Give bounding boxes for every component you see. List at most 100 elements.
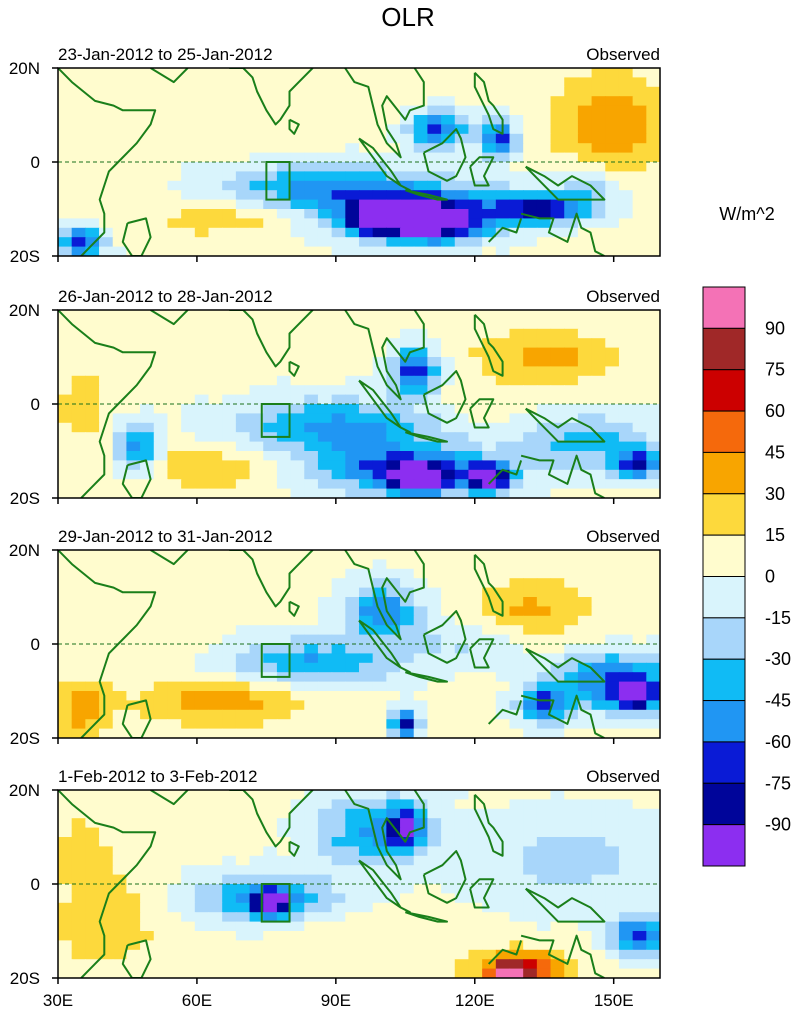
olr-cell [523, 404, 538, 414]
olr-cell [126, 413, 141, 424]
olr-cell [71, 968, 86, 978]
olr-cell [99, 808, 114, 819]
olr-cell [85, 662, 100, 673]
olr-cell [523, 808, 538, 819]
olr-cell [468, 818, 483, 829]
olr-cell [181, 709, 196, 720]
olr-cell [140, 615, 155, 626]
olr-cell [523, 77, 538, 88]
olr-cell [632, 606, 647, 617]
olr-cell [618, 180, 634, 191]
olr-cell [290, 653, 305, 664]
olr-cell [577, 568, 593, 579]
olr-cell [181, 968, 196, 978]
olr-cell [317, 366, 333, 377]
olr-cell [208, 328, 223, 339]
olr-cell [577, 855, 593, 866]
olr-cell [290, 691, 305, 701]
olr-cell [126, 432, 141, 443]
olr-cell [58, 310, 73, 320]
olr-cell [386, 404, 401, 414]
olr-cell [153, 912, 169, 923]
olr-cell [468, 143, 483, 154]
olr-cell [427, 246, 442, 256]
olr-cell [482, 385, 497, 396]
olr-cell [112, 587, 128, 598]
olr-cell [85, 199, 100, 210]
olr-cell [331, 479, 346, 490]
olr-cell [276, 451, 292, 461]
olr-cell [276, 634, 292, 645]
olr-cell [359, 162, 374, 172]
olr-cell [591, 625, 606, 636]
olr-cell [317, 124, 333, 135]
olr-cell [536, 597, 552, 607]
olr-cell [317, 310, 333, 320]
olr-cell [441, 808, 456, 819]
olr-cell [536, 921, 552, 932]
olr-cell [194, 865, 210, 876]
olr-cell [400, 625, 415, 636]
olr-cell [523, 931, 538, 941]
olr-cell [235, 681, 251, 692]
olr-cell [167, 865, 182, 876]
olr-cell [577, 597, 593, 607]
olr-cell [331, 902, 346, 913]
olr-cell [523, 644, 538, 654]
olr-cell [454, 550, 470, 560]
olr-cell [523, 884, 538, 894]
olr-cell [359, 615, 374, 626]
olr-cell [536, 865, 552, 876]
olr-cell [482, 143, 497, 154]
olr-cell [276, 968, 292, 978]
olr-cell [304, 347, 319, 358]
olr-cell [71, 180, 86, 191]
olr-cell [495, 105, 511, 116]
olr-cell [646, 893, 660, 904]
olr-cell [290, 912, 305, 923]
olr-cell [263, 152, 278, 163]
coastline [404, 671, 448, 683]
olr-cell [222, 691, 237, 701]
olr-cell [372, 691, 387, 701]
olr-cell [400, 912, 415, 923]
olr-cell [194, 488, 210, 498]
olr-cell [263, 827, 278, 838]
olr-cell [331, 68, 346, 78]
olr-cell [413, 133, 429, 144]
olr-cell [167, 105, 182, 116]
olr-cell [85, 634, 100, 645]
olr-cell [550, 432, 565, 443]
olr-cell [509, 728, 524, 738]
olr-cell [85, 921, 100, 932]
olr-cell [400, 818, 415, 829]
olr-cell [71, 681, 86, 692]
olr-cell [646, 700, 660, 711]
olr-cell [317, 790, 333, 800]
olr-cell [523, 105, 538, 116]
olr-cell [317, 218, 333, 229]
olr-cell [509, 124, 524, 135]
olr-cell [235, 460, 251, 471]
olr-cell [454, 143, 470, 154]
olr-cell [564, 479, 579, 490]
olr-cell [632, 837, 647, 847]
olr-cell [304, 709, 319, 720]
olr-cell [400, 634, 415, 645]
olr-cell [99, 357, 114, 367]
olr-cell [345, 366, 360, 377]
olr-cell [167, 413, 182, 424]
olr-cell [646, 653, 660, 664]
olr-cell [167, 578, 182, 589]
olr-cell [331, 338, 346, 349]
olr-cell [263, 790, 278, 800]
olr-cell [99, 855, 114, 866]
olr-cell [112, 96, 128, 107]
olr-cell [317, 460, 333, 471]
olr-cell [167, 124, 182, 135]
olr-cell [153, 559, 169, 570]
olr-cell [71, 568, 86, 579]
olr-cell [646, 644, 660, 654]
olr-cell [564, 394, 579, 405]
olr-cell [400, 143, 415, 154]
